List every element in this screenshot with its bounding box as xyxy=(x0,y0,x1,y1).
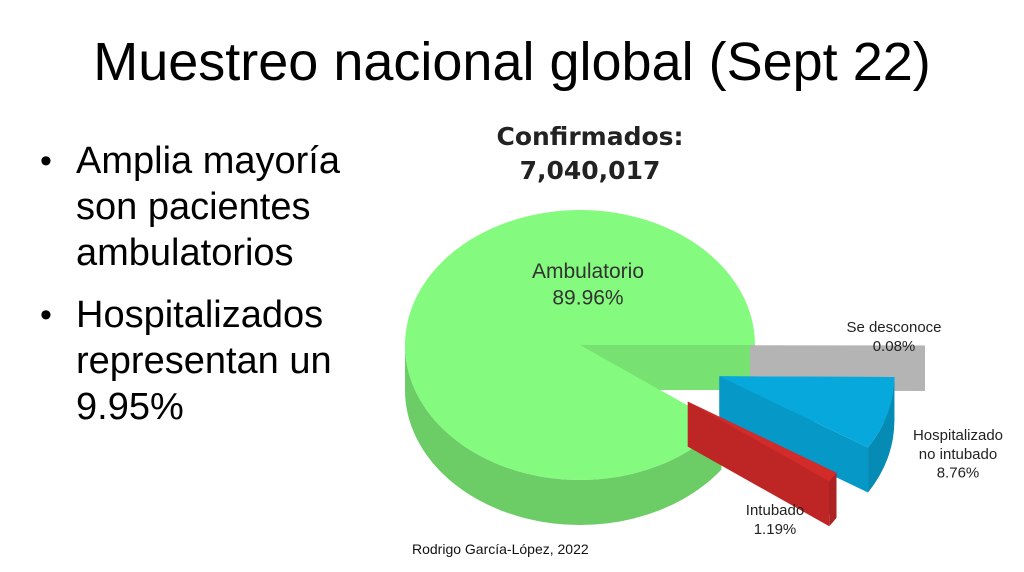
slice-label: Hospitalizado no intubado 8.76% xyxy=(913,427,1003,482)
pie-slice-ambulatorio xyxy=(405,209,755,525)
slice-label: Se desconoce 0.08% xyxy=(846,319,941,355)
slide-title: Muestreo nacional global (Sept 22) xyxy=(93,32,931,92)
bullet-item: • Hospitalizados representan un 9.95% xyxy=(36,292,396,430)
pie-slice-hospitalizado-no-intubado xyxy=(719,376,895,493)
bullet-dot-icon: • xyxy=(40,142,52,180)
bullet-text: Amplia mayoría son pacientes ambulatorio… xyxy=(76,140,340,274)
chart-subtitle: 7,040,017 xyxy=(519,156,661,185)
bullet-dot-icon: • xyxy=(40,296,52,334)
chart-heading: Confirmados: 7,040,017 xyxy=(470,120,710,188)
bullet-item: • Amplia mayoría son pacientes ambulatori… xyxy=(36,138,396,276)
slice-label: Ambulatorio 89.96% xyxy=(532,260,644,309)
bullet-text: Hospitalizados representan un 9.95% xyxy=(76,294,332,428)
credit-text: Rodrigo García-López, 2022 xyxy=(412,541,589,557)
pie-chart: Ambulatorio 89.96% Intubado 1.19% Hospitaliz… xyxy=(405,209,1003,538)
pie-slice-intubado xyxy=(687,401,837,527)
bullet-list: • Amplia mayoría son pacientes ambulatori… xyxy=(36,138,396,446)
chart-title: Confirmados: xyxy=(496,122,684,151)
slice-label: Intubado 1.19% xyxy=(746,502,804,538)
